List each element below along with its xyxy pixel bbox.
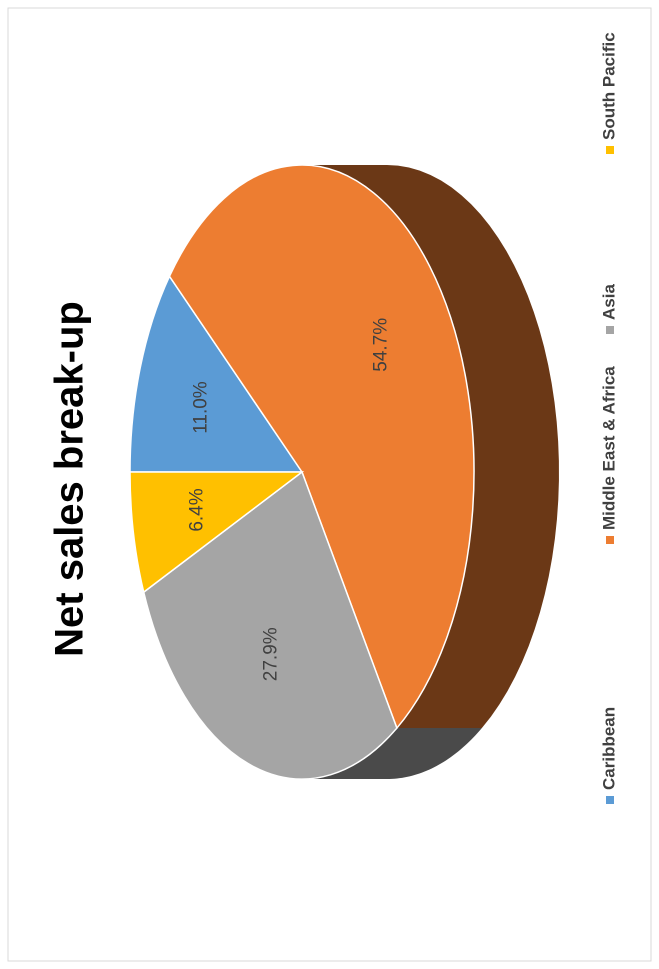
chart-body: Net sales break-up 11.0% 54.7% 27.9% 6.4% Ca… <box>48 32 618 804</box>
legend-label: Caribbean <box>599 707 618 790</box>
slice <box>168 164 475 730</box>
slice <box>129 471 305 594</box>
data-label: 6.4% <box>187 488 208 531</box>
data-label: 11.0% <box>191 381 212 434</box>
data-label: 54.7% <box>370 318 391 372</box>
slice <box>129 274 304 473</box>
slice <box>142 470 398 780</box>
slice-side <box>302 728 482 779</box>
legend-label: Asia <box>599 284 618 320</box>
slice-side <box>302 165 559 729</box>
legend-marker <box>606 536 614 544</box>
chart-title: Net sales break-up <box>48 301 92 657</box>
legend-label: Middle East & Africa <box>599 366 618 530</box>
legend-marker <box>606 326 614 334</box>
data-label: 27.9% <box>260 627 281 681</box>
legend-marker <box>606 796 614 804</box>
legend-marker <box>606 146 614 154</box>
legend-label: South Pacific <box>599 32 618 140</box>
